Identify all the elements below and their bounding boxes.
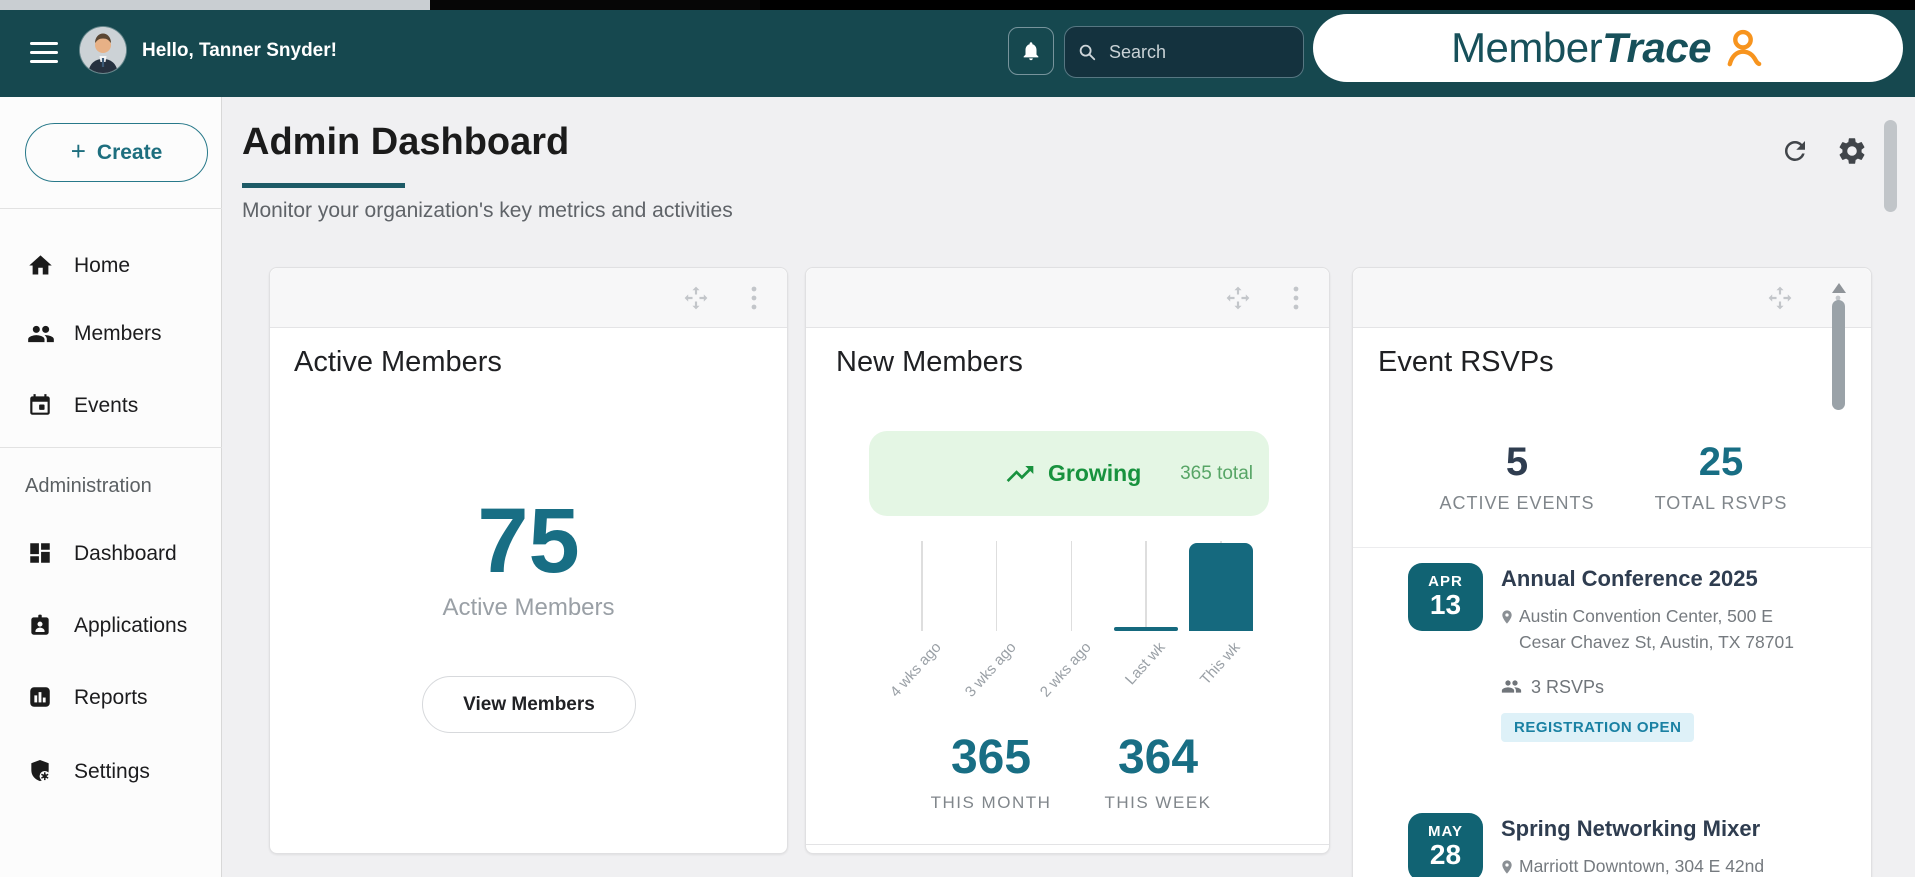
sidebar-item-dashboard[interactable]: Dashboard bbox=[0, 537, 221, 573]
trend-label: Growing bbox=[1048, 460, 1142, 486]
topbar: Hello, Tanner Snyder! MemberTrace bbox=[0, 10, 1915, 97]
notifications-button[interactable] bbox=[1008, 27, 1054, 75]
page-subtitle: Monitor your organization's key metrics … bbox=[242, 199, 733, 222]
plus-icon: + bbox=[70, 136, 86, 166]
card-event-rsvps: Event RSVPs 5 ACTIVE EVENTS 25 TOTAL RSV… bbox=[1352, 267, 1872, 877]
move-icon[interactable] bbox=[1767, 285, 1793, 311]
search-input[interactable] bbox=[1109, 41, 1341, 63]
move-icon[interactable] bbox=[1225, 285, 1251, 311]
growth-trend-badge: Growing 365 total bbox=[869, 431, 1269, 516]
card-title: New Members bbox=[836, 346, 1023, 378]
trend-total: 365 total bbox=[1180, 462, 1253, 484]
chart-gridline bbox=[1070, 541, 1073, 631]
card-title: Active Members bbox=[294, 346, 502, 378]
event-title: Spring Networking Mixer bbox=[1501, 816, 1761, 841]
move-icon[interactable] bbox=[683, 285, 709, 311]
logo-wordmark: MemberTrace bbox=[1451, 24, 1711, 71]
registration-status-badge: REGISTRATION OPEN bbox=[1501, 713, 1695, 742]
reports-icon bbox=[30, 687, 50, 707]
page-title: Admin Dashboard bbox=[242, 121, 570, 163]
more-menu-icon[interactable] bbox=[751, 286, 757, 310]
refresh-button[interactable] bbox=[1780, 136, 1810, 171]
more-menu-icon[interactable] bbox=[1293, 286, 1299, 310]
sidebar-item-applications[interactable]: Applications bbox=[0, 609, 221, 645]
list-scrollbar-thumb[interactable] bbox=[1832, 300, 1845, 410]
settings-button[interactable] bbox=[1836, 135, 1868, 172]
stat-this-month: 365 THIS MONTH bbox=[930, 731, 1052, 812]
sidebar-divider bbox=[0, 208, 222, 209]
home-icon bbox=[29, 255, 52, 275]
members-icon bbox=[28, 325, 54, 343]
bell-icon bbox=[1023, 42, 1039, 61]
event-title: Annual Conference 2025 bbox=[1501, 566, 1758, 591]
browser-tab-strip bbox=[0, 0, 430, 10]
event-list-divider bbox=[1353, 547, 1871, 548]
event-date-badge: MAY 28 bbox=[1408, 813, 1483, 877]
stat-this-week: 364 THIS WEEK bbox=[1104, 731, 1212, 812]
chart-label: This wk bbox=[1197, 639, 1244, 689]
location-pin-icon bbox=[1502, 860, 1512, 874]
avatar[interactable] bbox=[80, 27, 126, 73]
create-button-label: Create bbox=[96, 140, 163, 164]
event-location: Marriott Downtown, 304 E 42nd bbox=[1519, 856, 1765, 876]
user-greeting: Hello, Tanner Snyder! bbox=[142, 40, 337, 61]
stat-active-events: 5 ACTIVE EVENTS bbox=[1439, 440, 1595, 513]
location-pin-icon bbox=[1502, 610, 1512, 624]
event-date-badge: APR 13 bbox=[1408, 563, 1483, 631]
chart-bar bbox=[1189, 543, 1254, 631]
chart-label: Last wk bbox=[1122, 639, 1170, 689]
chart-gridline bbox=[1145, 541, 1147, 631]
hamburger-menu-icon[interactable] bbox=[30, 42, 58, 64]
chart-label: 2 wks ago bbox=[1036, 639, 1095, 701]
new-members-chart: 4 wks ago 3 wks ago 2 wks ago Last wk This w… bbox=[806, 541, 1331, 701]
chart-bar bbox=[1114, 627, 1179, 631]
search-box[interactable] bbox=[1064, 26, 1341, 78]
calendar-icon bbox=[30, 394, 50, 415]
sidebar-section-administration: Administration bbox=[25, 475, 152, 497]
chart-label: 3 wks ago bbox=[961, 639, 1020, 701]
chart-gridline bbox=[921, 541, 923, 631]
chart-label: 4 wks ago bbox=[886, 639, 945, 701]
active-members-caption: Active Members bbox=[442, 594, 615, 621]
title-underline bbox=[242, 183, 405, 188]
sidebar: + Create Home Members Events Administrat… bbox=[0, 97, 222, 877]
trending-up-icon bbox=[1006, 465, 1034, 482]
dashboard-icon bbox=[30, 543, 50, 563]
sidebar-item-reports[interactable]: Reports bbox=[0, 681, 221, 717]
page-scrollbar-thumb[interactable] bbox=[1884, 120, 1897, 212]
search-icon bbox=[1079, 44, 1096, 61]
sidebar-item-home[interactable]: Home bbox=[0, 249, 221, 285]
people-icon bbox=[1501, 680, 1522, 693]
applications-badge-icon bbox=[31, 614, 49, 635]
sidebar-item-members[interactable]: Members bbox=[0, 317, 221, 353]
card-active-members: Active Members 75 Active Members View Me… bbox=[269, 267, 788, 854]
logo-person-icon bbox=[1727, 29, 1762, 67]
gear-icon bbox=[1839, 138, 1865, 164]
event-rsvp-count: 3 RSVPs bbox=[1531, 677, 1605, 697]
card-title: Event RSVPs bbox=[1378, 346, 1554, 378]
refresh-icon bbox=[1784, 140, 1805, 161]
sidebar-item-events[interactable]: Events bbox=[0, 389, 221, 425]
chart-gridline bbox=[995, 541, 998, 631]
window-chrome-strip bbox=[0, 0, 1915, 10]
card-header bbox=[1353, 268, 1871, 328]
card-header bbox=[806, 268, 1329, 328]
app-logo: MemberTrace bbox=[1313, 14, 1903, 82]
card-footer-divider bbox=[806, 844, 1329, 845]
list-scroll-up-arrow[interactable] bbox=[1832, 283, 1846, 293]
active-members-value: 75 bbox=[477, 490, 580, 592]
shield-gear-icon bbox=[31, 759, 50, 782]
sidebar-item-settings[interactable]: Settings bbox=[0, 755, 221, 791]
event-location: Austin Convention Center, 500 E Cesar Ch… bbox=[1519, 606, 1794, 652]
stat-total-rsvps: 25 TOTAL RSVPS bbox=[1654, 440, 1788, 513]
create-button[interactable]: + Create bbox=[25, 123, 208, 182]
sidebar-divider bbox=[0, 447, 222, 448]
card-new-members: New Members Growing 365 total 4 wks ago 3… bbox=[805, 267, 1330, 854]
view-members-button[interactable]: View Members bbox=[422, 676, 636, 733]
card-header bbox=[270, 268, 787, 328]
